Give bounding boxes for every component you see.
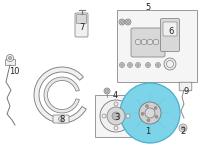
Circle shape [114, 126, 118, 130]
FancyBboxPatch shape [6, 60, 16, 66]
Circle shape [181, 126, 185, 130]
FancyBboxPatch shape [76, 15, 86, 24]
Circle shape [139, 102, 161, 124]
Circle shape [145, 105, 148, 108]
Bar [95, 95, 137, 137]
FancyBboxPatch shape [131, 28, 165, 57]
Circle shape [157, 64, 159, 66]
Circle shape [166, 61, 174, 67]
Circle shape [153, 39, 159, 45]
Circle shape [136, 62, 140, 67]
Circle shape [6, 55, 14, 61]
Bar [117, 10, 197, 82]
Circle shape [125, 19, 131, 25]
Circle shape [147, 39, 153, 45]
Text: 4: 4 [112, 91, 118, 100]
Circle shape [155, 115, 158, 118]
Circle shape [114, 102, 118, 106]
Circle shape [141, 112, 144, 115]
Circle shape [106, 90, 108, 92]
Text: 2: 2 [180, 127, 186, 136]
Circle shape [104, 88, 110, 94]
Wedge shape [34, 67, 86, 123]
Circle shape [120, 83, 180, 143]
Wedge shape [44, 77, 79, 113]
Text: 10: 10 [9, 67, 19, 76]
Text: 9: 9 [183, 87, 189, 96]
Text: 6: 6 [168, 27, 174, 36]
Circle shape [58, 117, 64, 122]
Text: 1: 1 [145, 127, 151, 136]
Circle shape [145, 108, 155, 118]
Circle shape [147, 119, 150, 122]
Circle shape [128, 62, 132, 67]
Circle shape [164, 58, 176, 70]
Text: 8: 8 [59, 116, 65, 125]
Circle shape [100, 100, 132, 132]
FancyBboxPatch shape [53, 115, 69, 123]
FancyBboxPatch shape [160, 19, 180, 51]
Circle shape [147, 64, 149, 66]
Circle shape [154, 106, 157, 110]
Circle shape [112, 112, 120, 120]
Circle shape [119, 19, 125, 25]
FancyBboxPatch shape [75, 13, 88, 37]
FancyBboxPatch shape [179, 82, 192, 91]
Circle shape [120, 20, 124, 24]
Circle shape [146, 62, 151, 67]
Text: 7: 7 [79, 24, 85, 32]
Circle shape [179, 124, 187, 132]
Text: 3: 3 [114, 113, 120, 122]
Circle shape [121, 64, 123, 66]
FancyBboxPatch shape [163, 22, 177, 36]
Circle shape [156, 62, 160, 67]
Circle shape [129, 64, 131, 66]
Circle shape [141, 39, 147, 45]
Circle shape [107, 107, 125, 125]
Circle shape [102, 114, 106, 118]
Circle shape [137, 64, 139, 66]
Circle shape [8, 56, 12, 60]
Text: 5: 5 [145, 2, 151, 11]
Circle shape [135, 39, 141, 45]
Circle shape [120, 62, 124, 67]
Circle shape [126, 114, 130, 118]
Circle shape [127, 20, 130, 24]
